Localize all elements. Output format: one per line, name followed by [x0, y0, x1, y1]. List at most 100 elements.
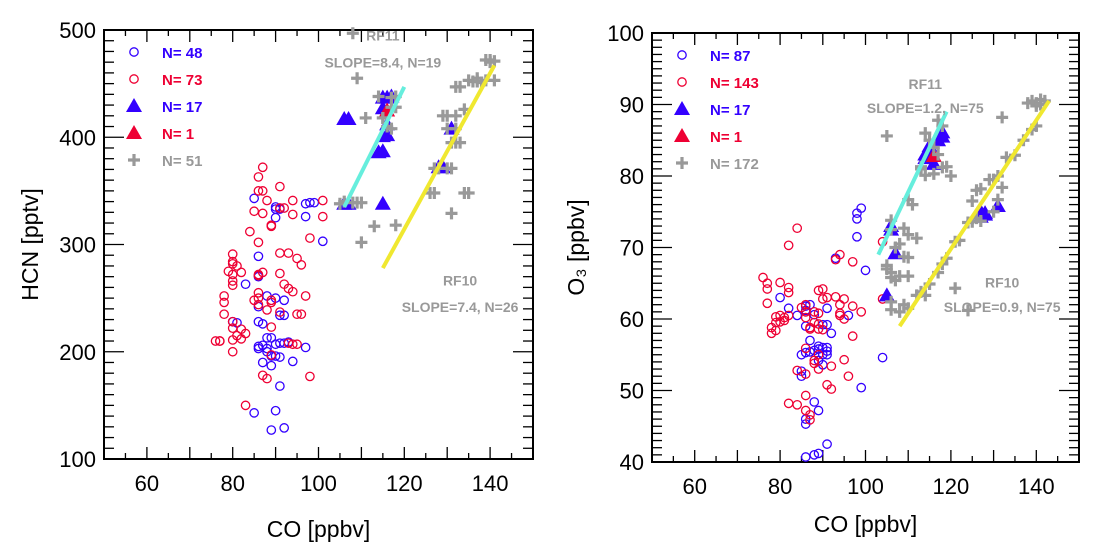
chart1-blue-circles-point	[240, 279, 251, 290]
chart2-blue-circles-point	[775, 292, 785, 303]
chart1-blue-circles-point	[270, 351, 281, 361]
chart1-red-circles-point	[210, 336, 221, 346]
chart1-blue-triangles-point	[374, 143, 391, 158]
chart2-gray-plus-point	[927, 167, 940, 180]
chart2-blue-circles-point	[813, 448, 824, 459]
chart2-red-circles-point	[792, 399, 803, 410]
chart2-annotation: RF10	[985, 275, 1019, 291]
chart2-y-tick-label: 60	[620, 307, 644, 332]
chart2-legend-marker	[677, 50, 687, 60]
chart1-gray-plus-point	[488, 55, 501, 68]
chart1-y-tick-label: 400	[59, 125, 96, 150]
chart1-annotation: RF10	[443, 272, 477, 288]
chart2-blue-circles-point	[792, 310, 803, 321]
chart1-gray-plus-point	[359, 111, 372, 124]
chart2-red-circles-point	[775, 317, 785, 327]
chart1-gray-plus-point	[389, 219, 402, 232]
chart1-y-tick-label: 100	[59, 447, 96, 472]
chart2-red-circles-point	[783, 398, 794, 409]
chart1-gray-plus-point	[441, 122, 454, 135]
chart2-legend-label: N= 172	[710, 156, 759, 173]
chart1-annotation: SLOPE=8.4, N=19	[324, 55, 441, 71]
chart2-red-circles-point	[800, 299, 811, 310]
chart1-gray-plus-point	[355, 196, 368, 209]
chart2-blue-circles-point	[877, 352, 888, 363]
chart1-blue-circles-point	[266, 360, 277, 371]
chart1-red-circles-point	[287, 286, 298, 297]
chart1-legend-marker	[129, 47, 139, 57]
chart1-legend-label: N= 48	[162, 45, 202, 62]
chart1-red-circles-point	[300, 291, 311, 301]
chart1-legend-label: N= 1	[162, 126, 194, 143]
chart2-red-circles-point	[813, 364, 824, 374]
chart1-gray-plus-point	[385, 122, 398, 135]
chart1-gray-plus-point	[471, 75, 484, 88]
chart1-red-circles-point	[305, 233, 315, 243]
chart2-red-circles-point	[762, 278, 773, 289]
chart2-blue-circles-point	[805, 335, 815, 346]
chart2-gray-plus-point	[996, 181, 1009, 194]
chart2-gray-plus-point	[987, 205, 1000, 218]
chart1-gray-plus-point	[454, 136, 467, 149]
chart1-blue-circles-point	[317, 236, 328, 247]
chart2-red-circles-point	[805, 409, 815, 420]
chart2-blue-circles-point	[856, 382, 867, 393]
chart1-red-circles-point	[266, 220, 277, 231]
chart1-red-circles-point	[236, 334, 247, 344]
chart2-fit-line-rf11	[876, 110, 949, 256]
chart1-red-circles-point	[275, 268, 285, 279]
chart2-legend-marker	[676, 157, 688, 169]
chart2-y-tick-label: 100	[607, 21, 644, 46]
chart1-red-circles-point	[253, 299, 264, 310]
chart2-blue-circles-point	[800, 452, 811, 462]
chart1-gray-plus-point	[372, 90, 385, 103]
chart1-legend-marker	[126, 98, 142, 112]
chart1-red-circles-point	[266, 322, 277, 332]
chart1-blue-circles-point	[249, 193, 259, 204]
chart2-red-circles-point	[762, 284, 773, 294]
chart1-blue-circles-point	[275, 381, 285, 391]
chart1-red-circles-point	[266, 297, 277, 308]
chart1-red-circles-point	[253, 287, 264, 298]
chart1-blue-triangles-point	[379, 127, 396, 142]
chart1-gray-plus-point	[346, 27, 359, 40]
chart1-red-circles-point	[227, 280, 238, 291]
chart2-legend-marker	[674, 101, 690, 115]
chart1-red-circles-point	[227, 276, 238, 286]
chart2-red-circles-point	[856, 306, 867, 317]
chart1-red-circles-point	[279, 203, 290, 213]
chart2-legend-label: N= 143	[710, 75, 759, 92]
chart2-gray-plus-point	[893, 237, 906, 250]
chart2-red-circles-point	[839, 354, 850, 365]
chart1-annotation: RF11	[366, 28, 400, 44]
chart2-red-circles-point	[813, 308, 824, 319]
chart1-gray-plus-point	[351, 72, 364, 85]
chart1-red-circles-point	[257, 186, 268, 196]
chart1-blue-circles-point	[266, 425, 277, 435]
chart2-gray-plus-point	[974, 182, 987, 195]
chart2-annotation: RF11	[909, 76, 943, 92]
chart2-red-circles-point	[800, 390, 811, 401]
chart2-blue-circles-point	[813, 405, 824, 416]
chart1-red-circles-point	[275, 203, 285, 213]
chart1-red-circles-point	[253, 237, 264, 248]
chart2-plot-frame	[651, 32, 1080, 463]
chart1-blue-circles-point	[300, 342, 311, 353]
chart1-fit-line-rf10	[381, 64, 497, 270]
chart2-gray-plus-point	[919, 127, 932, 140]
chart2-x-tick-label: 100	[847, 474, 884, 499]
chart1-legend-label: N= 51	[162, 153, 202, 170]
chart2-legend-marker	[677, 77, 687, 87]
chart2-gray-plus-point	[910, 232, 923, 245]
chart2-blue-circles-point	[822, 346, 832, 357]
chart1-blue-circles-point	[253, 251, 264, 262]
chart1-x-axis-title: CO [ppbv]	[267, 516, 371, 542]
chart1-red-circles-point	[262, 373, 272, 384]
chart2-legend-label: N= 87	[710, 48, 750, 65]
chart1-red-circles-point	[219, 297, 229, 308]
chart1-x-tick-label: 120	[386, 471, 423, 496]
chart1-red-circles-point	[292, 339, 302, 350]
chart1-blue-circles-point	[253, 343, 264, 354]
chart1-gray-plus-point	[462, 187, 475, 200]
chart1-blue-circles-point	[279, 295, 290, 306]
